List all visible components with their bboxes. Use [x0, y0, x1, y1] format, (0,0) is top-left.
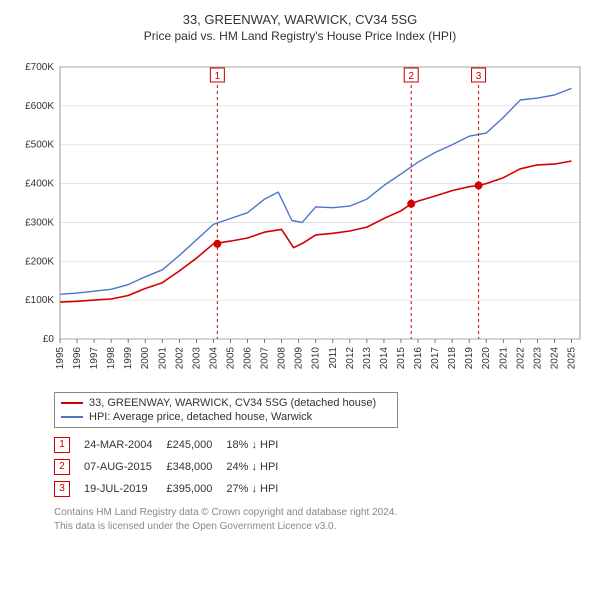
chart-area: £0 £100K £200K £300K £400K £500K £600K £700K 199… [12, 51, 588, 384]
event-number: 3 [54, 478, 84, 500]
svg-text:2002: 2002 [174, 347, 185, 370]
svg-text:2011: 2011 [328, 347, 339, 369]
svg-text:1: 1 [215, 71, 221, 82]
svg-text:2005: 2005 [225, 347, 236, 370]
legend-row: HPI: Average price, detached house, Warw… [61, 410, 391, 424]
event-delta: 24% ↓ HPI [226, 456, 292, 478]
svg-text:2020: 2020 [481, 347, 492, 370]
svg-text:2004: 2004 [208, 347, 219, 370]
svg-text:1997: 1997 [89, 347, 100, 370]
event-number-badge: 3 [54, 481, 70, 497]
event-row: 3 19-JUL-2019£395,00027% ↓ HPI [54, 478, 292, 500]
svg-text:1999: 1999 [123, 347, 134, 370]
svg-text:2025: 2025 [566, 347, 577, 370]
svg-text:2000: 2000 [140, 347, 151, 370]
svg-text:£300K: £300K [25, 217, 54, 228]
event-price: £245,000 [166, 434, 226, 456]
svg-text:2008: 2008 [277, 347, 288, 370]
event-number-badge: 1 [54, 437, 70, 453]
attr-line1: Contains HM Land Registry data © Crown c… [54, 506, 554, 520]
price-chart-card: 33, GREENWAY, WARWICK, CV34 5SG Price pa… [0, 0, 600, 543]
line-chart: £0 £100K £200K £300K £400K £500K £600K £700K 199… [12, 51, 588, 381]
svg-text:2003: 2003 [191, 347, 202, 370]
svg-text:2018: 2018 [447, 347, 458, 370]
svg-text:2007: 2007 [260, 347, 271, 370]
svg-text:2: 2 [408, 71, 414, 82]
svg-text:2016: 2016 [413, 347, 424, 370]
svg-text:2001: 2001 [157, 347, 168, 370]
event-number-badge: 2 [54, 459, 70, 475]
legend-label: HPI: Average price, detached house, Warw… [89, 411, 312, 423]
svg-text:2021: 2021 [498, 347, 509, 370]
svg-text:3: 3 [476, 71, 482, 82]
event-date: 07-AUG-2015 [84, 456, 166, 478]
svg-text:£100K: £100K [25, 295, 54, 306]
svg-text:2013: 2013 [362, 347, 373, 370]
legend-row: 33, GREENWAY, WARWICK, CV34 5SG (detache… [61, 396, 391, 410]
svg-text:2023: 2023 [532, 347, 543, 370]
svg-text:£700K: £700K [25, 62, 54, 73]
svg-text:1998: 1998 [106, 347, 117, 370]
svg-text:£400K: £400K [25, 179, 54, 190]
svg-text:2017: 2017 [430, 347, 441, 370]
svg-text:2009: 2009 [294, 347, 305, 370]
event-price: £395,000 [166, 478, 226, 500]
legend: 33, GREENWAY, WARWICK, CV34 5SG (detache… [54, 392, 398, 428]
svg-text:2024: 2024 [549, 347, 560, 370]
svg-text:2019: 2019 [464, 347, 475, 370]
legend-swatch [61, 402, 83, 404]
event-price: £348,000 [166, 456, 226, 478]
chart-subtitle: Price paid vs. HM Land Registry's House … [12, 29, 588, 43]
event-row: 1 24-MAR-2004£245,00018% ↓ HPI [54, 434, 292, 456]
svg-text:£0: £0 [43, 334, 55, 345]
event-number: 2 [54, 456, 84, 478]
event-row: 2 07-AUG-2015£348,00024% ↓ HPI [54, 456, 292, 478]
svg-text:2010: 2010 [311, 347, 322, 370]
event-delta: 27% ↓ HPI [226, 478, 292, 500]
svg-text:1995: 1995 [55, 347, 66, 370]
svg-text:2006: 2006 [243, 347, 254, 370]
legend-label: 33, GREENWAY, WARWICK, CV34 5SG (detache… [89, 397, 376, 409]
svg-text:£200K: £200K [25, 256, 54, 267]
attribution: Contains HM Land Registry data © Crown c… [54, 506, 554, 533]
svg-text:2015: 2015 [396, 347, 407, 370]
events-table: 1 24-MAR-2004£245,00018% ↓ HPI 2 07-AUG-201… [54, 434, 584, 500]
chart-title: 33, GREENWAY, WARWICK, CV34 5SG [12, 12, 588, 27]
svg-text:2022: 2022 [515, 347, 526, 370]
svg-text:2012: 2012 [345, 347, 356, 370]
legend-swatch [61, 416, 83, 418]
svg-text:2014: 2014 [379, 347, 390, 370]
attr-line2: This data is licensed under the Open Gov… [54, 520, 554, 534]
event-date: 24-MAR-2004 [84, 434, 166, 456]
svg-text:1996: 1996 [72, 347, 83, 370]
svg-text:£500K: £500K [25, 140, 54, 151]
event-delta: 18% ↓ HPI [226, 434, 292, 456]
event-number: 1 [54, 434, 84, 456]
event-date: 19-JUL-2019 [84, 478, 166, 500]
svg-text:£600K: £600K [25, 101, 54, 112]
